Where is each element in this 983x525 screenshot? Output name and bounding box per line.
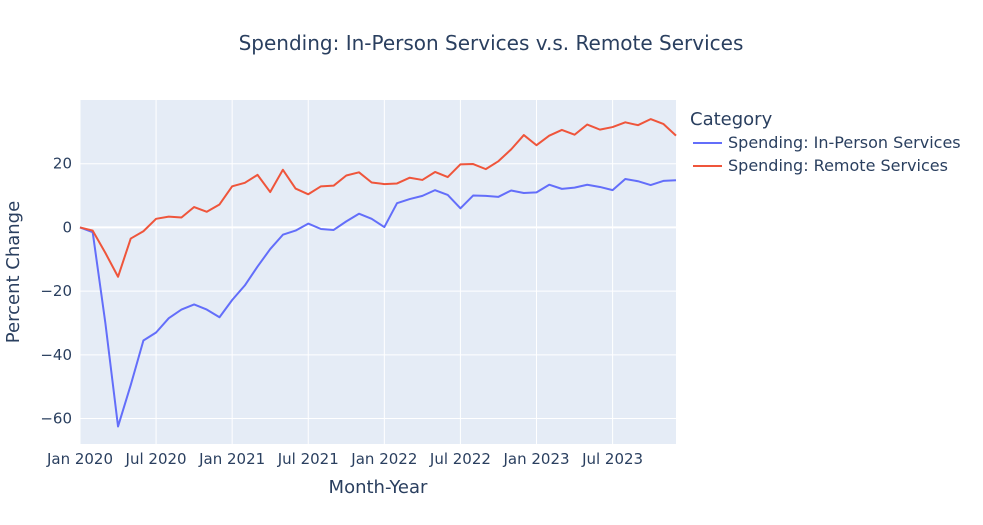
plot-area [80, 100, 676, 444]
x-tick-label: Jul 2022 [429, 450, 491, 468]
legend: Category Spending: In-Person Services Sp… [690, 109, 961, 175]
legend-title: Category [690, 109, 773, 130]
legend-item-remote[interactable]: Spending: Remote Services [693, 156, 948, 175]
legend-label-remote: Spending: Remote Services [728, 156, 948, 175]
series-line-remote [79, 118, 677, 278]
x-gridlines [79, 100, 614, 444]
x-axis-title: Month-Year [329, 477, 428, 498]
x-tick-label: Jan 2022 [350, 450, 417, 468]
y-tick-labels: 20 0 −20 −40 −60 [40, 155, 72, 428]
y-tick-label: −40 [40, 346, 72, 364]
y-tick-label: 0 [62, 218, 72, 236]
x-tick-label: Jul 2021 [277, 450, 339, 468]
x-tick-label: Jan 2021 [198, 450, 265, 468]
y-tick-label: −20 [40, 282, 72, 300]
y-axis-title: Percent Change [3, 201, 24, 343]
x-tick-label: Jul 2023 [581, 450, 643, 468]
series-line-in-person [79, 177, 677, 428]
y-tick-label: −60 [40, 410, 72, 428]
x-tick-label: Jan 2020 [46, 450, 113, 468]
series-lines [79, 118, 677, 428]
x-tick-label: Jan 2023 [502, 450, 569, 468]
chart-title: Spending: In-Person Services v.s. Remote… [239, 31, 744, 55]
y-tick-label: 20 [53, 155, 72, 173]
y-gridlines [80, 163, 676, 420]
legend-label-in-person: Spending: In-Person Services [728, 133, 961, 152]
legend-item-in-person[interactable]: Spending: In-Person Services [693, 133, 961, 152]
x-tick-label: Jul 2020 [125, 450, 187, 468]
x-tick-labels: Jan 2020 Jul 2020 Jan 2021 Jul 2021 Jan 2022… [46, 450, 643, 468]
